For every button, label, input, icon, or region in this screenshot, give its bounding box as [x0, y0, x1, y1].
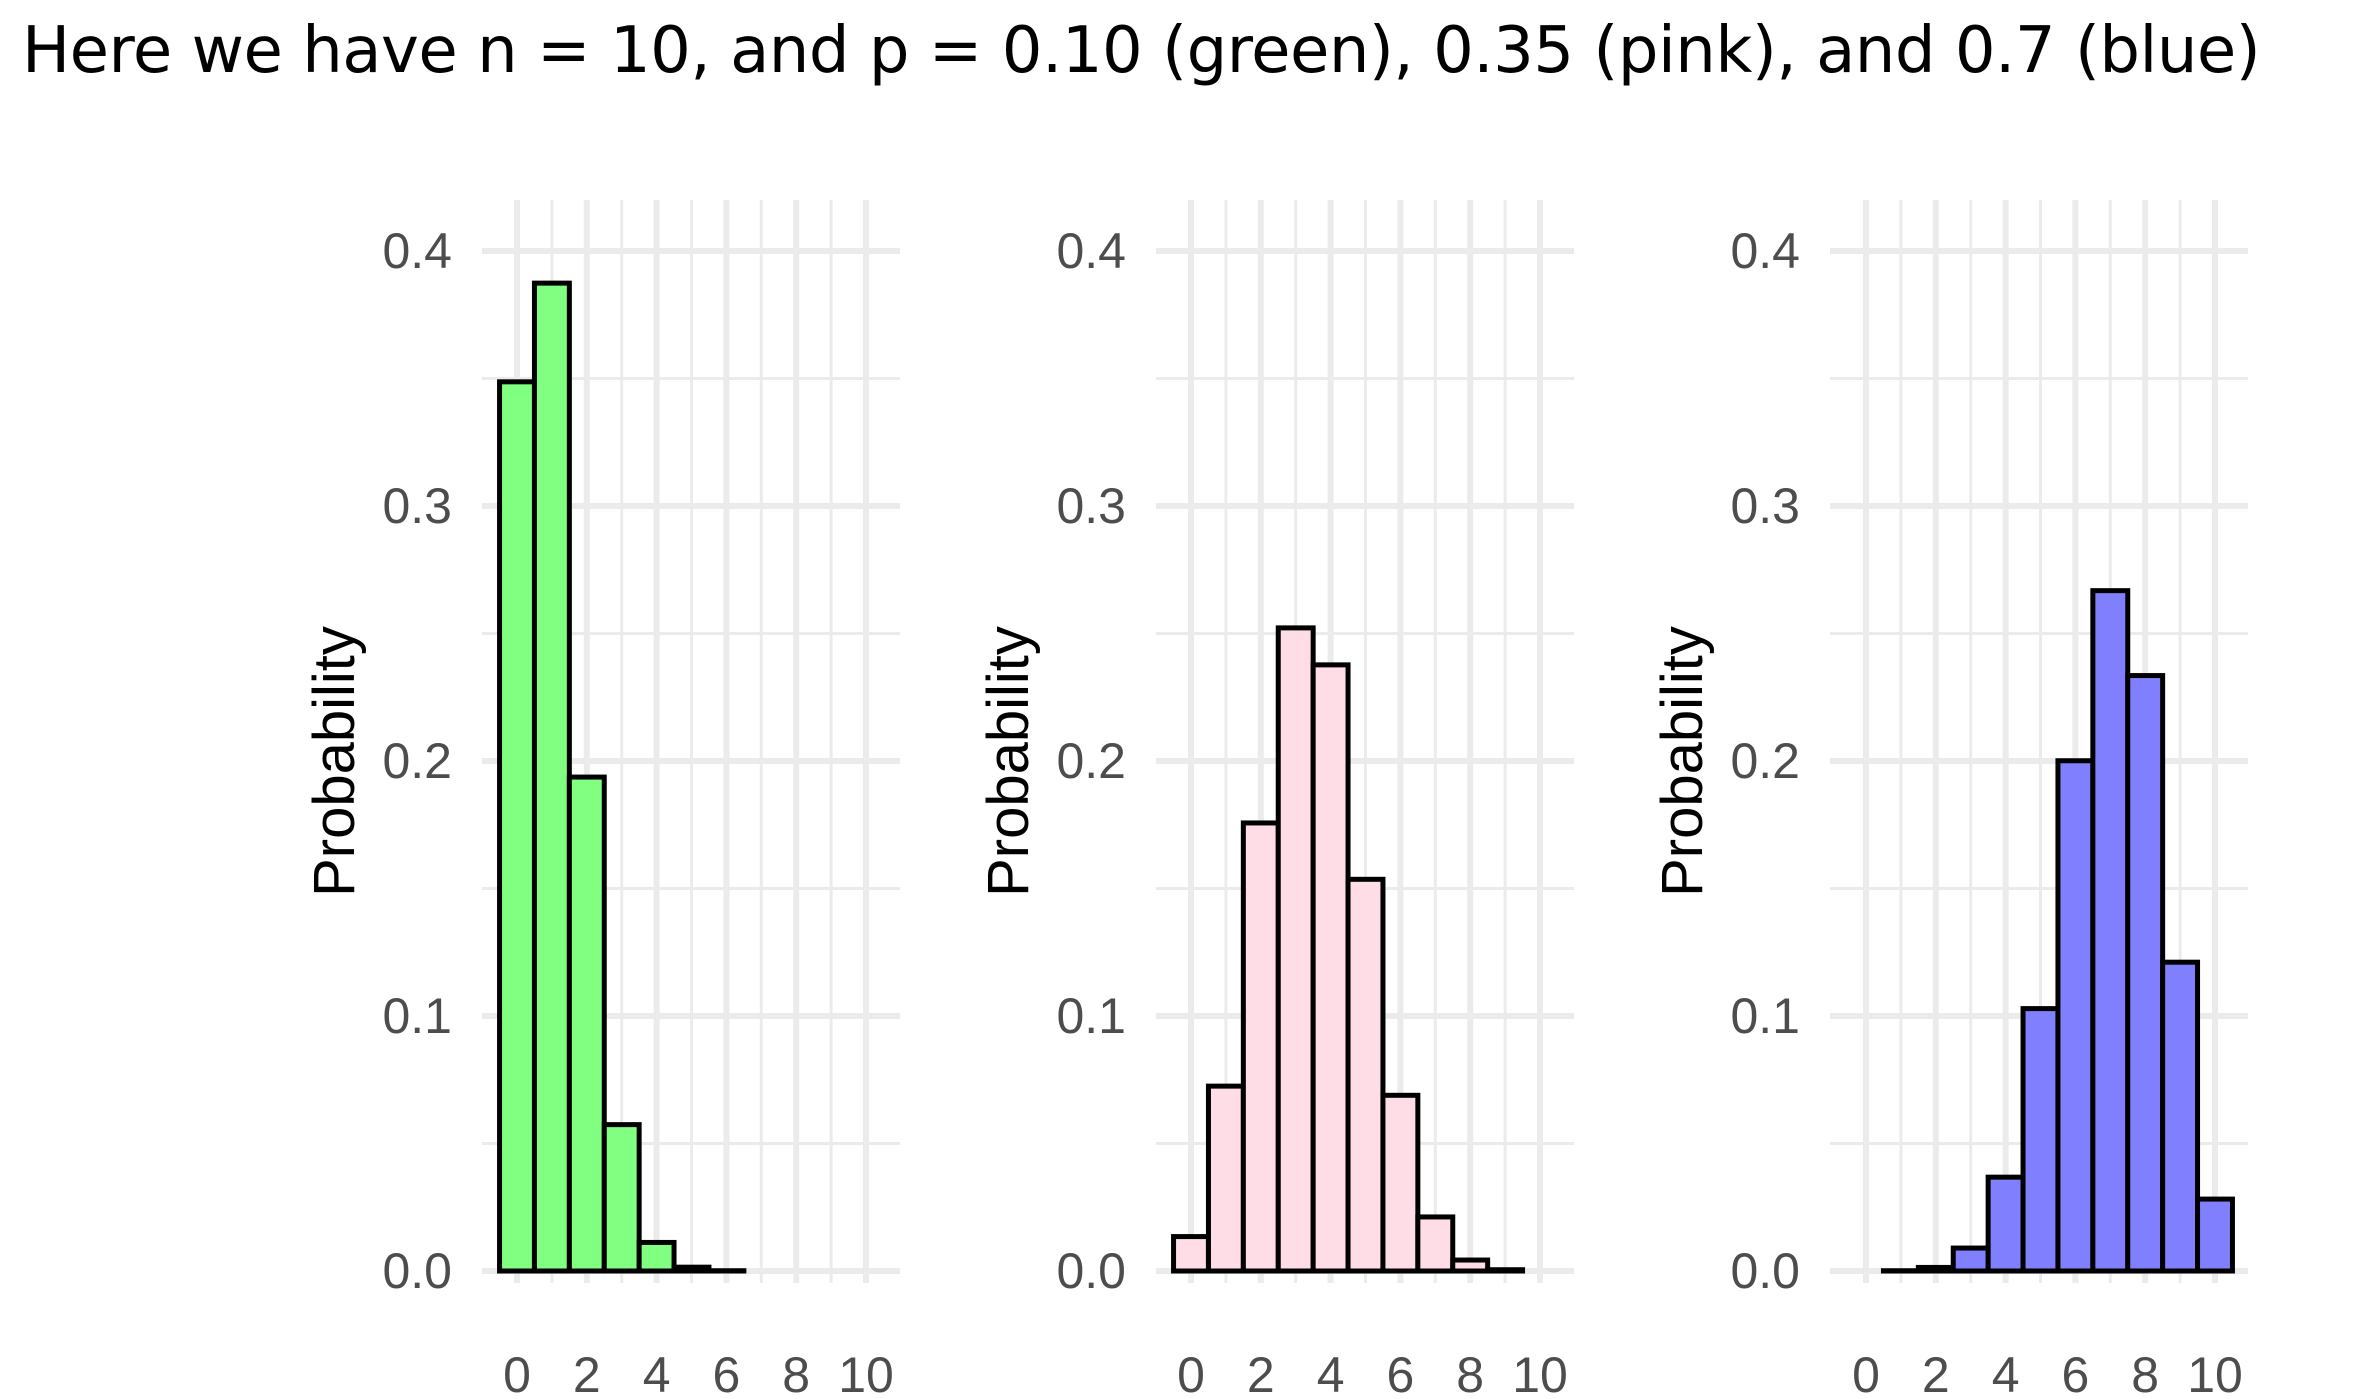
y-tick-label: 0.2 — [1056, 733, 1126, 789]
bar-blue-10 — [2195, 1196, 2235, 1274]
bar-green-0 — [497, 379, 537, 1274]
bar-blue-4 — [1985, 1174, 2026, 1274]
x-tick-label: 4 — [1317, 1347, 1345, 1399]
bar-pink-8 — [1450, 1257, 1491, 1274]
bar-blue-9 — [2160, 959, 2201, 1274]
chart-panel-pink: 0.0 0.1 0.2 0.3 0.4 0 2 4 6 8 10 Probability — [976, 200, 1574, 1399]
bar-blue-6 — [2055, 758, 2096, 1274]
x-tick-label: 6 — [1386, 1347, 1414, 1399]
bar-pink-7 — [1415, 1214, 1456, 1274]
y-tick-label: 0.1 — [382, 988, 452, 1044]
bar-blue-8 — [2125, 673, 2166, 1274]
bar-pink-3 — [1275, 625, 1316, 1274]
bar-pink-5 — [1345, 876, 1386, 1274]
bar-blue-5 — [2020, 1006, 2061, 1274]
x-tick-label: 4 — [643, 1347, 671, 1399]
bar-pink-0 — [1171, 1234, 1211, 1274]
x-tick-label: 6 — [712, 1347, 740, 1399]
x-tick-label: 2 — [573, 1347, 601, 1399]
x-tick-label: 0 — [503, 1347, 531, 1399]
y-tick-label: 0.3 — [1056, 478, 1126, 534]
bar-blue-7 — [2090, 588, 2131, 1274]
x-tick-label: 6 — [2061, 1347, 2089, 1399]
chart-panel-blue: 0.0 0.1 0.2 0.3 0.4 0 2 4 6 8 10 Probability — [1650, 200, 2248, 1399]
bar-pink-4 — [1310, 662, 1351, 1274]
x-tick-label: 8 — [782, 1347, 810, 1399]
bar-green-3 — [601, 1122, 642, 1274]
y-tick-label: 0.1 — [1730, 988, 1800, 1044]
x-tick-label: 8 — [1456, 1347, 1484, 1399]
bar-green-5 — [671, 1264, 712, 1274]
x-tick-label: 10 — [1512, 1347, 1568, 1399]
bar-pink-2 — [1240, 820, 1281, 1274]
figure-title: Here we have n = 10, and p = 0.10 (green… — [22, 14, 2261, 88]
chart-panel-green: 0.0 0.1 0.2 0.3 0.4 0 2 4 6 8 10 Probability — [302, 200, 900, 1399]
bar-pink-6 — [1380, 1092, 1421, 1274]
bar-green-4 — [636, 1239, 677, 1274]
bar-pink-1 — [1205, 1083, 1246, 1274]
y-axis-title: Probability — [302, 626, 367, 897]
bar-green-2 — [566, 774, 607, 1274]
y-tick-label: 0.4 — [1056, 223, 1126, 279]
bar-pink-9 — [1485, 1267, 1526, 1274]
y-axis-title: Probability — [1650, 626, 1715, 897]
y-tick-label: 0.2 — [1730, 733, 1800, 789]
y-tick-label: 0.2 — [382, 733, 452, 789]
x-tick-label: 2 — [1247, 1347, 1275, 1399]
y-tick-label: 0.1 — [1056, 988, 1126, 1044]
x-tick-label: 10 — [2187, 1347, 2243, 1399]
y-tick-label: 0.0 — [1056, 1243, 1126, 1299]
y-tick-label: 0.3 — [1730, 478, 1800, 534]
y-tick-label: 0.4 — [382, 223, 452, 279]
y-axis-title: Probability — [976, 626, 1041, 897]
x-tick-label: 10 — [838, 1347, 894, 1399]
x-tick-label: 0 — [1177, 1347, 1205, 1399]
x-tick-label: 0 — [1852, 1347, 1880, 1399]
y-tick-label: 0.0 — [1730, 1243, 1800, 1299]
x-tick-label: 8 — [2131, 1347, 2159, 1399]
x-tick-label: 4 — [1992, 1347, 2020, 1399]
y-tick-label: 0.4 — [1730, 223, 1800, 279]
y-tick-label: 0.0 — [382, 1243, 452, 1299]
bar-green-1 — [531, 280, 572, 1274]
y-tick-label: 0.3 — [382, 478, 452, 534]
bar-blue-3 — [1950, 1245, 1991, 1274]
x-tick-label: 2 — [1922, 1347, 1950, 1399]
bar-blue-2 — [1915, 1264, 1956, 1274]
